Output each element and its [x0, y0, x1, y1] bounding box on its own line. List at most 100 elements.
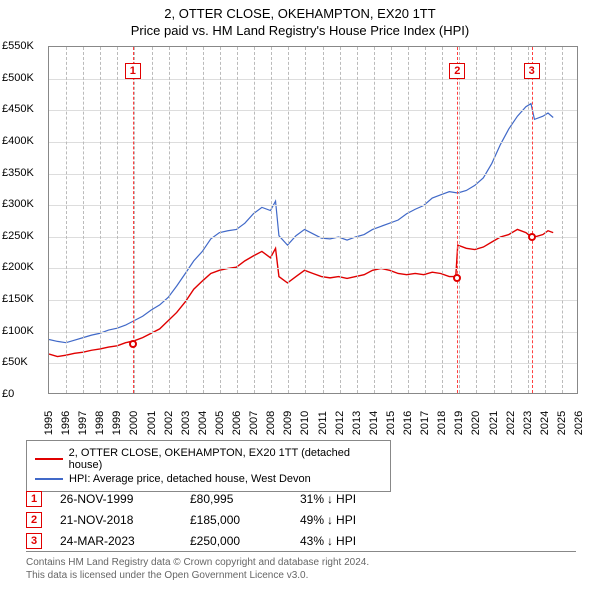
- chart-subtitle: Price paid vs. HM Land Registry's House …: [0, 23, 600, 38]
- event-price: £250,000: [190, 534, 300, 548]
- gridline-v: [66, 47, 67, 393]
- gridline-v: [288, 47, 289, 393]
- y-axis-label: £0: [2, 388, 14, 400]
- legend-label-hpi: HPI: Average price, detached house, West…: [69, 473, 311, 485]
- marker-dot: [453, 274, 461, 282]
- x-axis-label: 2015: [385, 408, 397, 438]
- gridline-v: [562, 47, 563, 393]
- gridline-v: [528, 47, 529, 393]
- event-date: 24-MAR-2023: [60, 534, 190, 548]
- x-axis-label: 2001: [146, 408, 158, 438]
- gridline-v: [254, 47, 255, 393]
- gridline-v: [323, 47, 324, 393]
- x-axis-label: 2014: [368, 408, 380, 438]
- marker-dot: [528, 233, 536, 241]
- x-axis-label: 2024: [539, 408, 551, 438]
- gridline-v: [186, 47, 187, 393]
- x-axis-label: 2018: [436, 408, 448, 438]
- legend-swatch-price: [35, 458, 63, 460]
- event-row: 324-MAR-2023£250,00043% ↓ HPI: [26, 533, 356, 549]
- footer-line-2: This data is licensed under the Open Gov…: [26, 569, 576, 582]
- y-axis-label: £500K: [2, 72, 34, 84]
- marker-box: 3: [524, 63, 540, 79]
- x-axis-label: 2020: [470, 408, 482, 438]
- x-axis-label: 2013: [351, 408, 363, 438]
- gridline-h: [49, 268, 577, 269]
- legend-label-price: 2, OTTER CLOSE, OKEHAMPTON, EX20 1TT (de…: [69, 447, 382, 471]
- x-axis-label: 1995: [43, 408, 55, 438]
- x-axis-label: 2026: [573, 408, 585, 438]
- hpi-line: [49, 104, 553, 343]
- y-axis-label: £450K: [2, 103, 34, 115]
- x-axis-label: 2022: [505, 408, 517, 438]
- gridline-v: [545, 47, 546, 393]
- y-axis-label: £550K: [2, 40, 34, 52]
- gridline-h: [49, 205, 577, 206]
- gridline-v: [391, 47, 392, 393]
- gridline-v: [271, 47, 272, 393]
- x-axis-label: 2000: [128, 408, 140, 438]
- footer-attribution: Contains HM Land Registry data © Crown c…: [26, 551, 576, 582]
- y-axis-label: £400K: [2, 135, 34, 147]
- y-axis-label: £300K: [2, 198, 34, 210]
- gridline-v: [220, 47, 221, 393]
- chart-plot-area: 1995199619971998199920002001200220032004…: [48, 46, 578, 394]
- x-axis-label: 2023: [522, 408, 534, 438]
- gridline-h: [49, 332, 577, 333]
- chart-container: 2, OTTER CLOSE, OKEHAMPTON, EX20 1TT Pri…: [0, 0, 600, 590]
- event-price: £185,000: [190, 513, 300, 527]
- event-hpi-delta: 31% ↓ HPI: [300, 492, 356, 506]
- gridline-v: [357, 47, 358, 393]
- arrow-down-icon: ↓: [327, 513, 333, 527]
- gridline-h: [49, 300, 577, 301]
- gridline-v: [83, 47, 84, 393]
- x-axis-label: 2008: [265, 408, 277, 438]
- gridline-h: [49, 363, 577, 364]
- gridline-v: [374, 47, 375, 393]
- x-axis-label: 2009: [282, 408, 294, 438]
- x-axis-label: 2006: [231, 408, 243, 438]
- y-axis-label: £100K: [2, 325, 34, 337]
- x-axis-label: 2016: [402, 408, 414, 438]
- x-axis-label: 2011: [317, 408, 329, 438]
- x-axis-label: 2010: [299, 408, 311, 438]
- gridline-v: [100, 47, 101, 393]
- gridline-v: [203, 47, 204, 393]
- x-axis-label: 1999: [111, 408, 123, 438]
- gridline-v: [408, 47, 409, 393]
- gridline-v: [511, 47, 512, 393]
- gridline-h: [49, 110, 577, 111]
- x-axis-label: 2007: [248, 408, 260, 438]
- gridline-v: [169, 47, 170, 393]
- y-axis-label: £200K: [2, 261, 34, 273]
- event-marker-box: 1: [26, 491, 42, 507]
- marker-line: [457, 47, 458, 393]
- event-hpi-delta: 43% ↓ HPI: [300, 534, 356, 548]
- gridline-v: [494, 47, 495, 393]
- x-axis-label: 2002: [163, 408, 175, 438]
- marker-box: 2: [449, 63, 465, 79]
- x-axis-label: 2005: [214, 408, 226, 438]
- chart-title-address: 2, OTTER CLOSE, OKEHAMPTON, EX20 1TT: [0, 6, 600, 21]
- y-axis-label: £250K: [2, 230, 34, 242]
- event-hpi-delta: 49% ↓ HPI: [300, 513, 356, 527]
- x-axis-label: 2025: [556, 408, 568, 438]
- footer-line-1: Contains HM Land Registry data © Crown c…: [26, 556, 576, 569]
- title-area: 2, OTTER CLOSE, OKEHAMPTON, EX20 1TT Pri…: [0, 0, 600, 40]
- gridline-v: [425, 47, 426, 393]
- marker-line: [532, 47, 533, 393]
- gridline-v: [459, 47, 460, 393]
- gridline-h: [49, 174, 577, 175]
- y-axis-label: £150K: [2, 293, 34, 305]
- legend-row-hpi: HPI: Average price, detached house, West…: [35, 473, 382, 485]
- gridline-h: [49, 237, 577, 238]
- x-axis-label: 2021: [488, 408, 500, 438]
- y-axis-label: £350K: [2, 167, 34, 179]
- gridline-v: [152, 47, 153, 393]
- legend-swatch-hpi: [35, 478, 63, 480]
- x-axis-label: 2003: [180, 408, 192, 438]
- marker-box: 1: [125, 63, 141, 79]
- marker-dot: [129, 340, 137, 348]
- price-line: [49, 229, 553, 356]
- legend-box: 2, OTTER CLOSE, OKEHAMPTON, EX20 1TT (de…: [26, 440, 391, 492]
